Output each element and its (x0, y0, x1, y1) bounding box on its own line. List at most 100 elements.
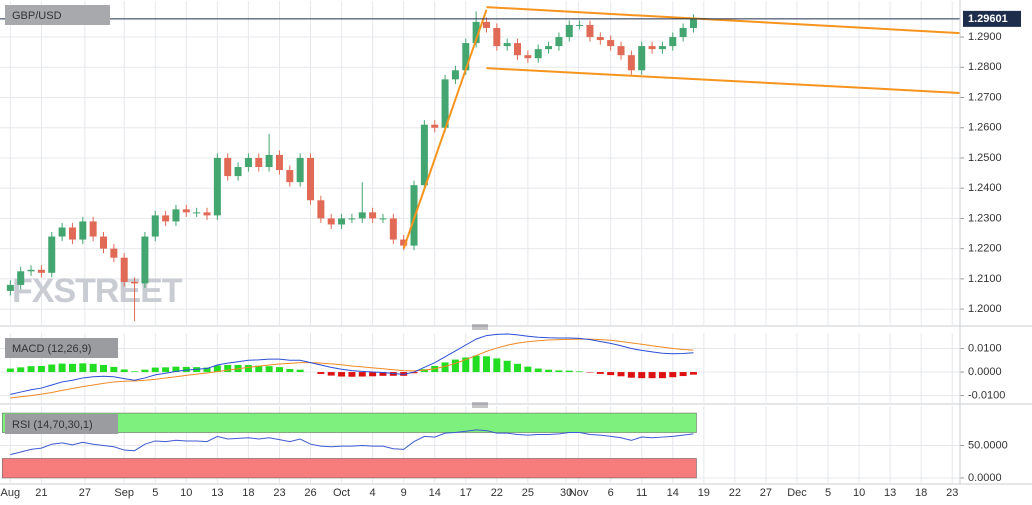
candle-body (638, 46, 646, 71)
candle-body (275, 154, 283, 171)
candle-body (234, 167, 242, 177)
candle-body (286, 170, 294, 183)
x-tick-label: 18 (242, 487, 254, 499)
histogram-bar (58, 363, 66, 373)
candle-body (410, 185, 418, 246)
y-tick-label: 1.2600 (968, 122, 1002, 134)
histogram-bar (596, 372, 604, 374)
candle-body (213, 157, 221, 216)
histogram-bar (607, 372, 615, 376)
candle-body (669, 37, 677, 47)
x-tick-label: 17 (460, 487, 472, 499)
candle-body (431, 124, 439, 128)
candle-body (193, 212, 201, 214)
histogram-bar (296, 369, 304, 373)
histogram-bar (410, 372, 418, 374)
x-tick-label: 25 (522, 487, 534, 499)
histogram-bar (524, 366, 532, 373)
histogram-bar (658, 372, 666, 379)
histogram-bar (265, 366, 273, 373)
panel-grip[interactable] (472, 324, 488, 330)
histogram-bar (472, 355, 480, 373)
candle-body (441, 79, 449, 128)
histogram-bar (669, 372, 677, 378)
x-tick-label: 22 (491, 487, 503, 499)
candle-body (472, 21, 480, 44)
histogram-bar (89, 363, 97, 373)
x-tick-label: 18 (915, 487, 927, 499)
histogram-bar (182, 366, 190, 373)
candle-body (151, 215, 159, 237)
x-tick-label: 5 (825, 487, 831, 499)
candle-body (110, 248, 118, 258)
histogram-bar (627, 372, 635, 378)
histogram-bar (327, 372, 335, 376)
candle-body (514, 43, 522, 56)
macd-title: MACD (12,26,9) (12, 343, 91, 355)
candle-body (27, 269, 35, 272)
y-tick-label: 1.2200 (968, 243, 1002, 255)
y-tick-label: 0.0100 (968, 342, 1002, 354)
histogram-bar (514, 363, 522, 373)
last-price-label: 1.29601 (968, 13, 1008, 25)
x-tick-label: 27 (79, 487, 91, 499)
candle-body (586, 24, 594, 38)
x-tick-label: 19 (698, 487, 710, 499)
candle-body (224, 157, 232, 177)
histogram-bar (689, 372, 697, 375)
histogram-bar (27, 366, 35, 373)
histogram-bar (275, 367, 283, 373)
histogram-bar (151, 367, 159, 373)
overbought-zone (2, 412, 697, 433)
candle-body (358, 212, 366, 219)
x-tick-label: Aug (1, 487, 21, 499)
x-tick-label: Dec (787, 487, 807, 499)
x-tick-label: 27 (760, 487, 772, 499)
histogram-bar (482, 356, 490, 373)
x-tick-label: Sep (114, 487, 134, 499)
histogram-bar (451, 359, 459, 373)
x-tick-label: 14 (429, 487, 441, 499)
candle-body (307, 157, 315, 201)
candle-body (400, 239, 408, 246)
title-box (5, 414, 118, 434)
histogram-bar (462, 357, 470, 373)
candle-body (68, 227, 76, 240)
watermark: FXSTREET (12, 272, 183, 310)
title-box (5, 5, 110, 25)
histogram-bar (317, 372, 325, 374)
trendline (486, 6, 961, 35)
candle-body (120, 257, 128, 282)
candle-body (79, 221, 87, 240)
candle-body (265, 154, 273, 168)
x-tick-label: Nov (569, 487, 589, 499)
histogram-bar (555, 370, 563, 373)
chart-title: GBP/USD (12, 10, 62, 22)
candle-body (89, 221, 97, 237)
candle-body (689, 18, 697, 28)
candle-body (534, 49, 542, 59)
x-tick-label: 6 (608, 487, 614, 499)
last-price-box (963, 10, 1021, 27)
candle-body (296, 157, 304, 183)
histogram-bar (286, 369, 294, 373)
histogram-bar (224, 365, 232, 373)
oversold-zone (2, 458, 697, 479)
histogram-bar (110, 366, 118, 373)
candle-body (141, 236, 149, 284)
histogram-bar (617, 372, 625, 377)
candle-body (162, 215, 170, 222)
histogram-bar (244, 365, 252, 373)
x-tick-label: Oct (333, 487, 350, 499)
histogram-bar (379, 372, 387, 376)
candle-body (565, 24, 573, 38)
panel-grip[interactable] (472, 402, 488, 408)
candle-body (6, 284, 14, 291)
histogram-bar (162, 367, 170, 373)
title-box (5, 338, 118, 358)
candle-body (462, 43, 470, 71)
histogram-bar (638, 372, 646, 379)
trendline (486, 67, 961, 94)
histogram-bar (79, 363, 87, 373)
histogram-bar (213, 365, 221, 373)
